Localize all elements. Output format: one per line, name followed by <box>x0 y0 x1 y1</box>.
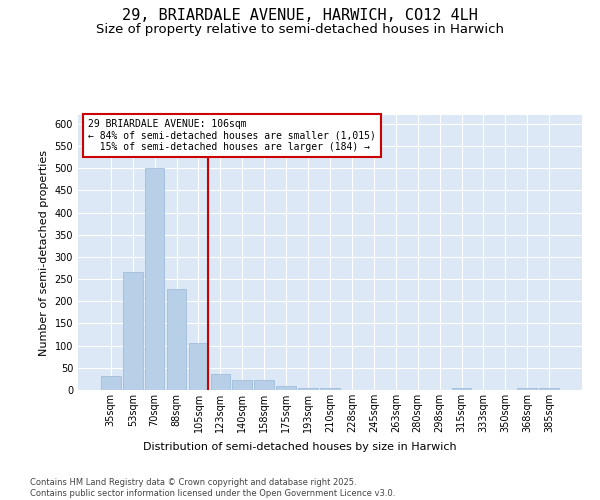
Bar <box>539 388 559 390</box>
Bar <box>517 388 537 390</box>
Bar <box>101 376 121 390</box>
Bar <box>211 374 230 390</box>
Bar <box>452 388 472 390</box>
Bar <box>276 386 296 390</box>
Text: Size of property relative to semi-detached houses in Harwich: Size of property relative to semi-detach… <box>96 22 504 36</box>
Bar <box>145 168 164 390</box>
Bar <box>254 380 274 390</box>
Bar <box>188 342 208 390</box>
Text: 29, BRIARDALE AVENUE, HARWICH, CO12 4LH: 29, BRIARDALE AVENUE, HARWICH, CO12 4LH <box>122 8 478 22</box>
Text: 29 BRIARDALE AVENUE: 106sqm
← 84% of semi-detached houses are smaller (1,015)
  : 29 BRIARDALE AVENUE: 106sqm ← 84% of sem… <box>88 119 376 152</box>
Text: Contains HM Land Registry data © Crown copyright and database right 2025.
Contai: Contains HM Land Registry data © Crown c… <box>30 478 395 498</box>
Bar <box>167 289 187 390</box>
Bar <box>298 388 318 390</box>
Y-axis label: Number of semi-detached properties: Number of semi-detached properties <box>39 150 49 356</box>
Bar <box>232 380 252 390</box>
Bar <box>320 388 340 390</box>
Bar <box>123 272 143 390</box>
Text: Distribution of semi-detached houses by size in Harwich: Distribution of semi-detached houses by … <box>143 442 457 452</box>
